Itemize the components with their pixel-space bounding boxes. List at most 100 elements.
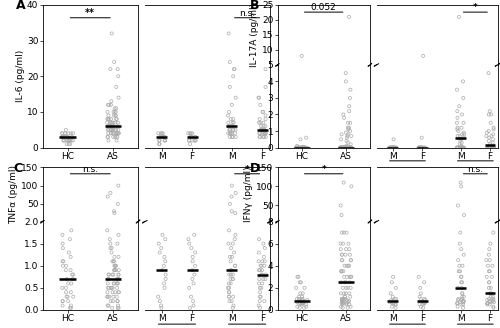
Point [387, 145, 395, 150]
Point [68, 272, 76, 277]
Point [338, 230, 346, 235]
Point [488, 133, 496, 139]
Point [336, 145, 344, 150]
Point [338, 132, 345, 137]
Point [108, 285, 116, 291]
Point [298, 297, 306, 303]
Point [111, 127, 119, 133]
Point [224, 31, 232, 36]
Point [347, 274, 355, 279]
Point [390, 301, 398, 306]
Point [227, 245, 235, 251]
Point [229, 73, 237, 79]
Point [421, 145, 429, 150]
Point [228, 124, 236, 129]
Point [392, 145, 400, 150]
Point [228, 102, 236, 108]
Point [106, 241, 114, 246]
Point [188, 259, 196, 264]
Point [106, 120, 114, 125]
Point [155, 141, 163, 147]
Point [108, 99, 116, 104]
Point [342, 247, 350, 252]
Point [255, 95, 263, 100]
Point [344, 127, 352, 132]
Point [226, 281, 234, 286]
Point [226, 254, 234, 259]
Point [453, 120, 461, 125]
Point [64, 298, 72, 304]
Point [228, 134, 236, 139]
Point [296, 280, 304, 285]
Point [260, 263, 268, 268]
Text: HC: HC [170, 185, 183, 194]
Point [114, 95, 122, 100]
Text: A: A [16, 0, 26, 12]
Point [106, 236, 114, 242]
Point [340, 296, 347, 301]
Point [484, 302, 492, 307]
Point [302, 304, 310, 309]
Point [188, 277, 196, 282]
Point [485, 269, 493, 274]
Point [340, 145, 348, 150]
Point [160, 281, 168, 286]
Point [60, 134, 68, 139]
Point [114, 183, 122, 188]
Point [112, 263, 120, 268]
Point [456, 230, 464, 235]
Point [66, 141, 74, 147]
Point [454, 115, 462, 120]
Point [161, 259, 169, 264]
Point [299, 145, 307, 150]
Point [344, 145, 351, 150]
Point [262, 131, 270, 136]
Point [189, 298, 197, 304]
Point [294, 145, 302, 150]
Point [59, 263, 67, 268]
Point [346, 87, 354, 92]
Point [114, 277, 122, 282]
Point [338, 269, 345, 274]
Point [156, 134, 164, 139]
Point [454, 109, 462, 114]
Point [457, 143, 465, 149]
Point [337, 145, 345, 150]
Point [483, 145, 491, 150]
Point [262, 131, 270, 136]
Point [346, 274, 354, 279]
Point [294, 145, 302, 150]
Point [485, 145, 493, 150]
Point [232, 127, 239, 133]
Point [486, 280, 494, 285]
Text: **: ** [86, 8, 96, 18]
Point [485, 112, 493, 117]
Point [111, 290, 119, 295]
Point [460, 120, 468, 125]
Point [260, 245, 268, 251]
Point [228, 134, 236, 139]
Point [260, 120, 268, 125]
Point [114, 298, 122, 304]
Point [226, 59, 234, 65]
Point [486, 298, 494, 304]
Point [338, 252, 346, 257]
Point [388, 301, 396, 306]
Point [113, 131, 121, 136]
Point [188, 268, 196, 273]
Point [67, 303, 75, 308]
Point [232, 95, 239, 100]
Point [154, 294, 162, 299]
Point [341, 145, 349, 150]
Point [486, 145, 494, 150]
Point [229, 124, 237, 129]
Point [454, 125, 462, 130]
Point [342, 291, 350, 296]
Point [108, 272, 116, 277]
Point [458, 294, 466, 299]
Point [490, 127, 498, 132]
Point [66, 254, 74, 259]
Point [162, 272, 170, 277]
Point [418, 145, 426, 150]
Point [416, 145, 424, 150]
